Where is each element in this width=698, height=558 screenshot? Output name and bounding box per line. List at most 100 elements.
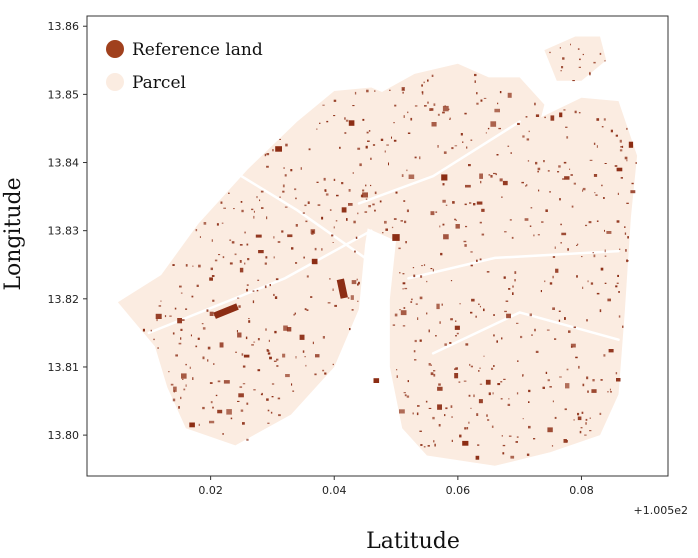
reference-land-speck [596,145,598,148]
reference-land-speck [604,163,607,164]
reference-land-speck [454,373,459,379]
reference-land-speck [335,220,338,222]
reference-land-speck [394,313,398,317]
reference-land-speck [239,267,244,273]
reference-land-speck [587,280,589,283]
reference-land-speck [197,337,200,340]
reference-land-speck [348,189,351,192]
reference-land-speck [354,250,356,253]
reference-land-speck [379,200,382,203]
reference-land-speck [563,109,566,111]
reference-land-speck [180,292,183,294]
reference-land-speck [362,118,365,121]
reference-land-speck [465,184,471,188]
reference-land-speck [476,413,479,416]
reference-land-speck [382,232,384,234]
reference-land-speck [473,394,475,398]
reference-land-speck [365,198,368,200]
reference-land-speck [181,373,187,379]
reference-land-speck [545,371,548,374]
reference-land-speck [630,190,636,194]
reference-land-speck [585,224,588,227]
reference-land-speck [219,342,224,348]
legend-marker-reference-land [106,40,124,58]
reference-land-speck [486,271,490,273]
reference-land-speck [522,374,524,377]
legend: Reference land Parcel [106,40,263,93]
reference-land-speck [560,70,562,72]
reference-land-speck [476,259,478,262]
reference-land-speck [410,301,413,303]
reference-land-speck [308,148,311,151]
y-tick-label: 13.85 [48,88,80,101]
reference-land-feature [628,141,634,148]
reference-land-speck [475,315,477,318]
reference-land-speck [560,242,562,244]
reference-land-speck [601,126,604,128]
reference-land-speck [412,267,415,269]
reference-land-speck [464,112,467,115]
reference-land-speck [477,444,480,446]
reference-land-speck [554,416,557,419]
parcel-region-north-east-fragment [544,36,607,81]
reference-land-speck [474,80,476,83]
reference-land-speck [599,52,602,55]
reference-land-speck [493,334,495,337]
reference-land-speck [265,256,268,259]
reference-land-speck [266,153,270,156]
reference-land-speck [480,99,483,102]
reference-land-speck [242,383,246,385]
reference-land-speck [534,102,536,106]
reference-land-speck [241,353,244,356]
reference-land-speck [277,241,281,243]
reference-land-speck [571,205,574,208]
reference-land-speck [450,280,453,282]
reference-land-speck [433,440,435,443]
reference-land-speck [384,220,387,224]
reference-land-speck [238,393,244,398]
reference-land-speck [211,239,213,242]
reference-land-speck [351,309,354,311]
reference-land-speck [423,81,425,84]
reference-land-speck [247,258,250,261]
reference-land-speck [616,282,619,284]
reference-land-speck [325,189,327,192]
reference-land-speck [260,190,264,193]
reference-land-speck [537,234,540,236]
reference-land-speck [603,118,606,121]
reference-land-speck [266,216,268,220]
reference-land-speck [610,391,612,393]
reference-land-speck [521,181,524,184]
reference-land-speck [408,174,415,179]
y-tick-label: 13.82 [48,293,80,306]
reference-land-speck [354,91,357,95]
reference-land-speck [259,199,261,202]
reference-land-speck [286,327,292,332]
reference-land-speck [444,414,446,417]
reference-land-speck [429,108,432,111]
reference-land-speck [626,159,628,162]
reference-land-speck [393,139,397,142]
reference-land-speck [393,122,395,124]
parcel-region-west-district [117,87,397,446]
x-tick-label: 0.06 [446,484,471,497]
reference-land-speck [596,220,599,222]
reference-land-speck [212,299,215,302]
reference-land-speck [507,145,510,147]
reference-land-speck [502,180,508,186]
reference-land-speck [419,296,423,300]
reference-land-speck [470,139,473,141]
reference-land-speck [246,288,248,292]
reference-land-speck [478,399,483,404]
reference-land-speck [400,220,403,222]
reference-land-speck [414,105,418,107]
reference-land-feature [275,146,282,152]
reference-land-speck [479,173,483,179]
reference-land-speck [257,338,260,341]
reference-land-speck [430,211,435,216]
reference-land-speck [455,320,457,322]
reference-land-speck [222,256,225,259]
reference-land-speck [559,376,562,378]
x-tick-label: 0.08 [569,484,594,497]
reference-land-speck [172,264,175,266]
